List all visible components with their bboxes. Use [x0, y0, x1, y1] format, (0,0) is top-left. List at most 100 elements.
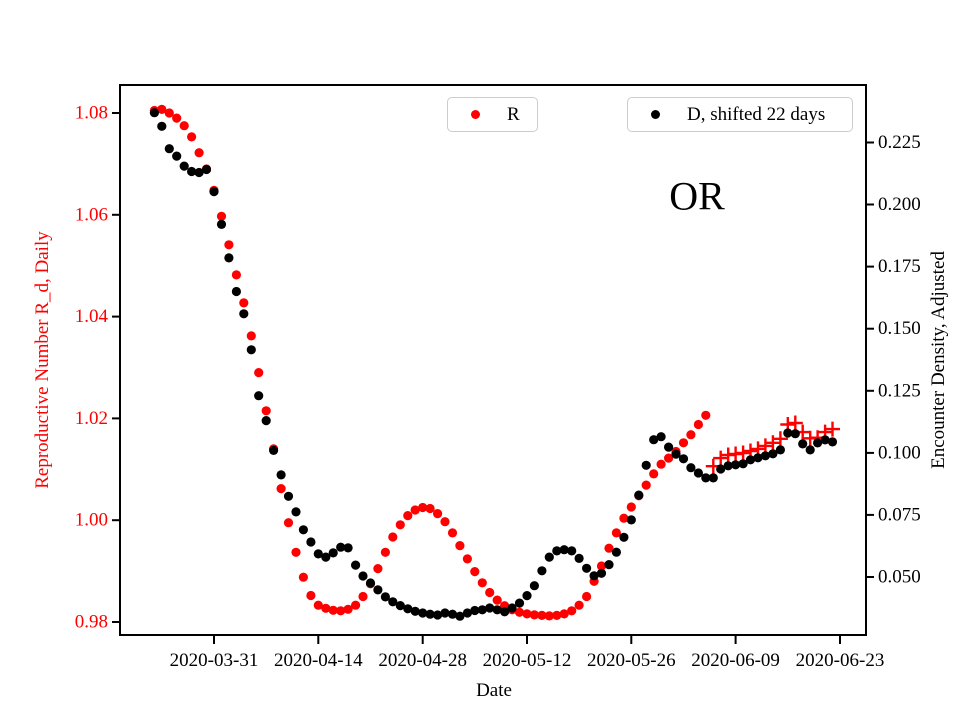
- data-point: [529, 581, 540, 591]
- data-point: [664, 453, 674, 463]
- data-point: [373, 585, 383, 595]
- data-point: [723, 461, 733, 471]
- left-tick-label: 1.02: [75, 408, 108, 429]
- data-point: [216, 211, 227, 221]
- data-point: [254, 368, 264, 378]
- data-point: [775, 445, 786, 455]
- data-point: [738, 459, 748, 469]
- data-point-plus: [713, 450, 729, 466]
- data-point: [664, 442, 674, 452]
- data-point: [745, 455, 756, 465]
- data-point: [224, 240, 234, 250]
- data-point: [686, 430, 696, 440]
- x-tick-label: 2020-04-14: [274, 650, 363, 671]
- left-axis-title: Reproductive Number R_d, Daily: [32, 231, 53, 489]
- data-point: [224, 253, 234, 263]
- data-point: [194, 148, 204, 158]
- data-point: [827, 437, 838, 447]
- data-point: [276, 484, 286, 494]
- data-point: [395, 601, 405, 611]
- data-point: [388, 597, 398, 607]
- data-point: [514, 598, 525, 608]
- data-point: [440, 517, 450, 527]
- data-point: [306, 537, 316, 547]
- left-tick-label: 1.00: [75, 510, 108, 531]
- data-point: [410, 606, 420, 616]
- left-tick-label: 1.08: [75, 103, 108, 124]
- x-tick-label: 2020-05-26: [587, 650, 676, 671]
- data-point: [798, 439, 808, 449]
- data-point: [403, 510, 413, 521]
- data-point: [641, 460, 651, 470]
- data-point: [306, 590, 316, 601]
- x-tick-label: 2020-05-12: [483, 650, 572, 671]
- data-point: [343, 604, 353, 614]
- x-tick-label: 2020-03-31: [170, 650, 259, 671]
- data-point: [343, 543, 353, 553]
- data-point: [321, 552, 331, 562]
- series-D-shifted-22-days: [149, 108, 838, 621]
- data-point: [418, 608, 428, 618]
- legend-r: R: [447, 97, 538, 132]
- data-point: [373, 564, 383, 574]
- right-tick-label: 0.225: [878, 132, 921, 153]
- data-point: [492, 605, 502, 615]
- data-point: [447, 609, 458, 619]
- data-point: [313, 549, 323, 559]
- data-point: [246, 345, 256, 355]
- right-axis-title: Encounter Density, Adjusted: [928, 251, 949, 469]
- data-point: [380, 547, 390, 557]
- data-point: [157, 121, 167, 131]
- data-point: [254, 391, 264, 401]
- data-point: [172, 113, 182, 123]
- data-point: [187, 166, 197, 177]
- data-point: [298, 525, 308, 535]
- x-tick-label: 2020-06-23: [796, 650, 885, 671]
- data-point: [261, 416, 271, 426]
- data-point: [313, 600, 323, 610]
- data-point: [485, 587, 495, 598]
- data-point: [216, 219, 227, 229]
- data-point: [820, 435, 830, 445]
- data-point: [298, 572, 308, 582]
- data-point: [239, 298, 249, 308]
- data-point-plus: [787, 415, 803, 431]
- data-point: [678, 438, 689, 448]
- data-point: [425, 503, 435, 514]
- data-point: [358, 591, 368, 602]
- x-axis-title: Date: [476, 680, 512, 701]
- data-point: [462, 608, 472, 618]
- data-point: [291, 507, 301, 517]
- data-point: [529, 610, 540, 620]
- data-point: [552, 610, 562, 621]
- data-point: [500, 607, 510, 617]
- data-point: [544, 611, 554, 621]
- data-point: [351, 600, 361, 610]
- data-point: [626, 515, 636, 525]
- data-point: [492, 595, 502, 605]
- data-point: [582, 591, 592, 602]
- series-R: [149, 104, 711, 621]
- data-point: [418, 502, 428, 513]
- data-point: [790, 429, 800, 439]
- data-point: [537, 610, 547, 621]
- data-point: [813, 438, 823, 448]
- data-point: [544, 552, 554, 562]
- data-point: [336, 606, 346, 616]
- data-point: [164, 144, 174, 154]
- data-point: [194, 167, 204, 178]
- data-point-plus: [772, 431, 788, 447]
- right-tick-label: 0.175: [878, 256, 921, 277]
- data-point: [514, 607, 525, 617]
- right-tick-label: 0.150: [878, 318, 921, 339]
- x-tick-label: 2020-06-09: [691, 650, 780, 671]
- data-point: [559, 545, 569, 555]
- right-axis-ticks: 0.050 0.075 0.100 0.125 0.150 0.175 0.200 0.225: [867, 132, 921, 588]
- data-point: [336, 542, 346, 552]
- data-point: [283, 518, 294, 528]
- data-point: [455, 541, 465, 551]
- data-point: [172, 151, 182, 161]
- data-point: [537, 566, 547, 576]
- data-point: [619, 532, 629, 542]
